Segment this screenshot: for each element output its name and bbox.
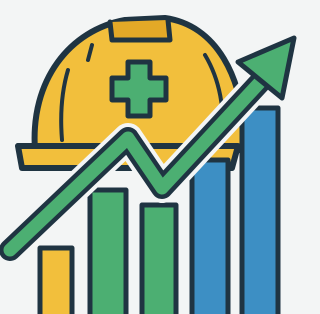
bar: [142, 205, 176, 314]
bar: [242, 108, 278, 314]
bar: [90, 190, 126, 314]
icon: [0, 0, 299, 314]
bar: [40, 248, 72, 314]
page: {}: [0, 0, 320, 314]
bar: [192, 160, 228, 314]
hat-ridge: [110, 20, 170, 40]
